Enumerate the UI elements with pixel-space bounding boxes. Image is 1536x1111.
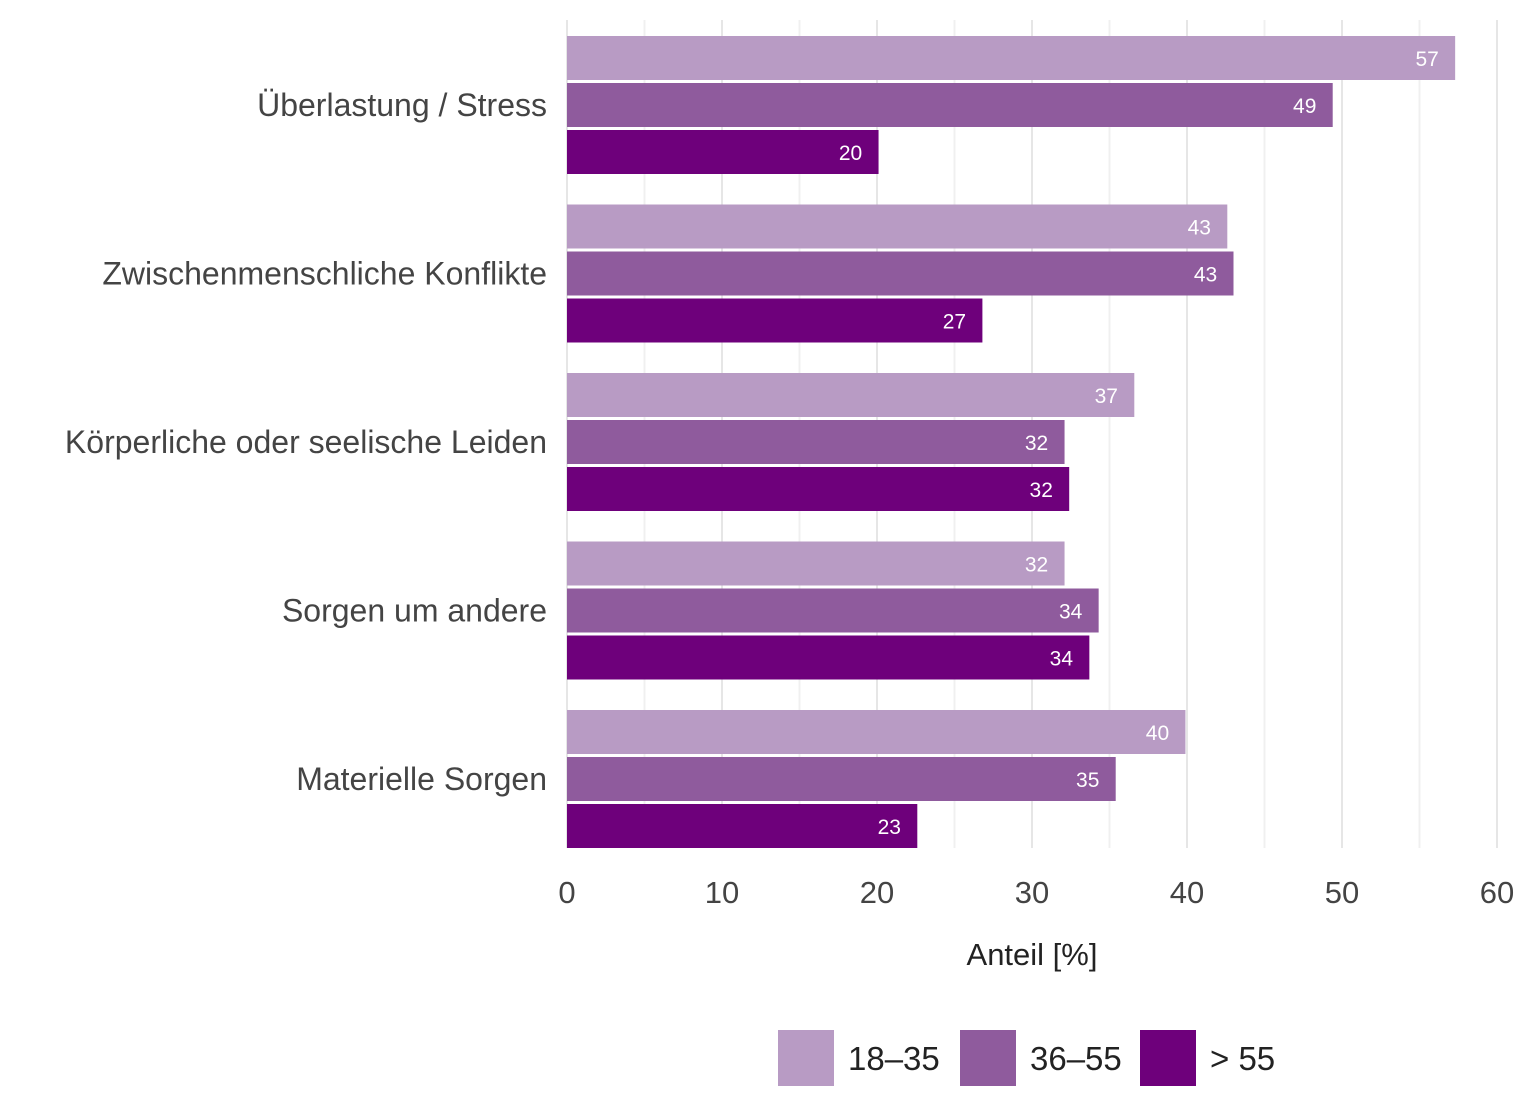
bar-value-label: 27 xyxy=(943,311,966,334)
bar-value-label: 49 xyxy=(1293,95,1316,118)
x-tick-label: 10 xyxy=(705,875,739,910)
x-tick-label: 40 xyxy=(1170,875,1204,910)
bar xyxy=(567,420,1065,464)
bar xyxy=(567,298,983,343)
x-tick-label: 30 xyxy=(1015,875,1049,910)
bar-value-label: 34 xyxy=(1059,601,1083,624)
bar xyxy=(567,130,879,174)
category-label: Überlastung / Stress xyxy=(257,87,547,123)
legend-swatch xyxy=(960,1030,1016,1086)
bar xyxy=(567,83,1333,127)
legend-label: > 55 xyxy=(1210,1040,1275,1077)
legend-swatch xyxy=(778,1030,834,1086)
bar xyxy=(567,635,1090,680)
bar-value-label: 34 xyxy=(1050,648,1074,671)
bar xyxy=(567,541,1065,586)
x-tick-label: 20 xyxy=(860,875,894,910)
legend: 18–35 36–55 > 55 xyxy=(778,1030,1275,1086)
category-label: Körperliche oder seelische Leiden xyxy=(65,424,547,460)
x-axis-ticks: 0 10 20 30 40 50 60 xyxy=(558,875,1514,910)
legend-label: 36–55 xyxy=(1030,1040,1122,1077)
bar-value-label: 23 xyxy=(878,816,901,839)
legend-label: 18–35 xyxy=(848,1040,940,1077)
bar-value-label: 40 xyxy=(1146,722,1169,745)
bar xyxy=(567,251,1234,296)
bar-value-label: 43 xyxy=(1194,264,1217,287)
bar xyxy=(567,467,1070,511)
bars: 57 49 20 43 43 27 37 32 32 32 34 34 40 35 23 xyxy=(567,36,1456,848)
bar-value-label: 57 xyxy=(1415,48,1438,71)
bar xyxy=(567,804,918,848)
bar xyxy=(567,710,1186,754)
x-tick-label: 60 xyxy=(1480,875,1514,910)
bar-value-label: 32 xyxy=(1030,479,1053,502)
bar-value-label: 37 xyxy=(1095,385,1118,408)
category-label: Zwischenmenschliche Konflikte xyxy=(102,256,547,292)
x-tick-label: 0 xyxy=(558,875,575,910)
bar-value-label: 43 xyxy=(1188,217,1211,240)
category-labels: Überlastung / Stress Zwischenmenschliche … xyxy=(65,87,547,797)
category-label: Sorgen um andere xyxy=(282,593,547,629)
bar xyxy=(567,373,1135,417)
bar xyxy=(567,757,1116,801)
category-label: Materielle Sorgen xyxy=(296,761,547,797)
bar xyxy=(567,204,1228,249)
bar-value-label: 32 xyxy=(1025,432,1048,455)
x-axis-title: Anteil [%] xyxy=(967,937,1098,972)
bar xyxy=(567,36,1456,80)
bar xyxy=(567,588,1099,633)
bar-value-label: 32 xyxy=(1025,554,1048,577)
bar-value-label: 20 xyxy=(839,142,862,165)
legend-swatch xyxy=(1140,1030,1196,1086)
bar-value-label: 35 xyxy=(1076,769,1099,792)
x-tick-label: 50 xyxy=(1325,875,1359,910)
